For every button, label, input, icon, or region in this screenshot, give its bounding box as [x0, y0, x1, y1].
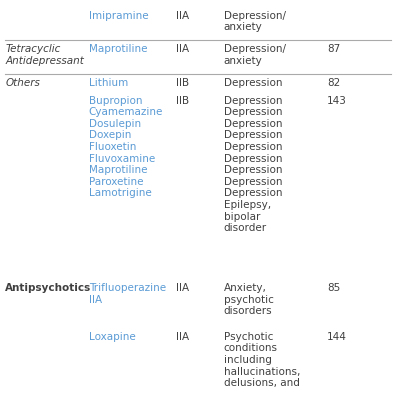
Text: Imipramine: Imipramine: [89, 11, 148, 21]
Text: Depression: Depression: [224, 78, 282, 88]
Text: 143: 143: [327, 96, 347, 106]
Text: Maprotiline: Maprotiline: [89, 44, 147, 54]
Text: Lithium: Lithium: [89, 78, 128, 88]
Text: Psychotic
conditions
including
hallucinations,
delusions, and: Psychotic conditions including hallucina…: [224, 332, 300, 388]
Text: Depression
Depression
Depression
Depression
Depression
Depression
Depression
Dep: Depression Depression Depression Depress…: [224, 96, 282, 233]
Text: Depression/
anxiety: Depression/ anxiety: [224, 44, 286, 66]
Text: IIA: IIA: [176, 44, 189, 54]
Text: 144: 144: [327, 332, 347, 342]
Text: IIA: IIA: [176, 11, 189, 21]
Text: IIA: IIA: [176, 283, 189, 293]
Text: Antipsychotics: Antipsychotics: [5, 283, 92, 293]
Text: Depression/
anxiety: Depression/ anxiety: [224, 11, 286, 32]
Text: IIB: IIB: [176, 78, 189, 88]
Text: IIB: IIB: [176, 96, 189, 106]
Text: Anxiety,
psychotic
disorders: Anxiety, psychotic disorders: [224, 283, 274, 316]
Text: Bupropion
Cyamemazine
Dosulepin
Doxepin
Fluoxetin
Fluvoxamine
Maprotiline
Paroxe: Bupropion Cyamemazine Dosulepin Doxepin …: [89, 96, 163, 198]
Text: 85: 85: [327, 283, 340, 293]
Text: Trifluoperazine
IIA: Trifluoperazine IIA: [89, 283, 166, 304]
Text: 82: 82: [327, 78, 340, 88]
Text: Loxapine: Loxapine: [89, 332, 136, 342]
Text: Tetracyclic
Antidepressant: Tetracyclic Antidepressant: [5, 44, 84, 66]
Text: 87: 87: [327, 44, 340, 54]
Text: Others: Others: [5, 78, 40, 88]
Text: IIA: IIA: [176, 332, 189, 342]
